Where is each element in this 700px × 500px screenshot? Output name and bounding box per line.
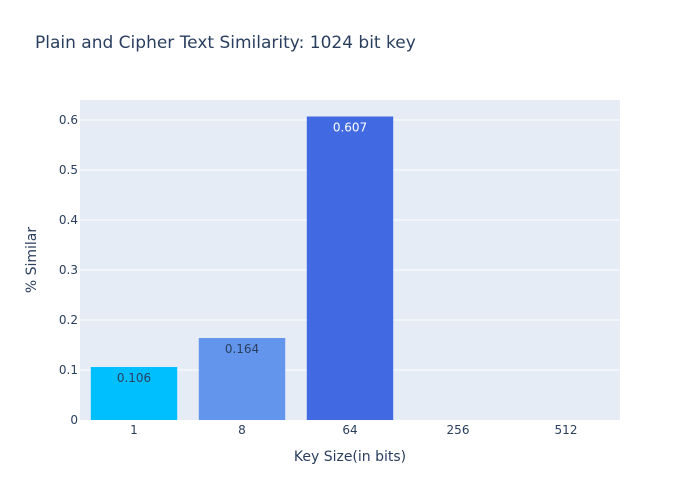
y-tick-label: 0.1 [59,363,78,377]
bars [90,116,394,420]
y-tick-label: 0.4 [59,213,78,227]
y-tick-label: 0.2 [59,313,78,327]
y-axis-title: % Similar [24,227,40,294]
y-tick-label: 0.5 [59,163,78,177]
x-tick-label: 1 [130,423,138,437]
y-tick-label: 0.3 [59,263,78,277]
bar-1 [90,367,178,420]
x-tick-label: 8 [238,423,246,437]
y-tick-label: 0.6 [59,113,78,127]
data-label-8: 0.164 [225,342,259,356]
bar-8 [198,338,286,420]
data-label-1: 0.106 [117,371,151,385]
x-tick-label: 512 [555,423,578,437]
y-axis-ticks: 0 0.1 0.2 0.3 0.4 0.5 0.6 [59,113,78,427]
bar-64 [306,116,394,420]
x-axis-ticks: 1 8 64 256 512 [130,423,577,437]
x-tick-label: 256 [447,423,470,437]
data-label-64: 0.607 [333,121,367,135]
chart-title: Plain and Cipher Text Similarity: 1024 b… [35,33,416,53]
x-tick-label: 64 [342,423,357,437]
data-labels: 0.106 0.164 0.607 [117,121,367,386]
y-tick-label: 0 [70,413,78,427]
x-axis-title: Key Size(in bits) [294,449,406,465]
